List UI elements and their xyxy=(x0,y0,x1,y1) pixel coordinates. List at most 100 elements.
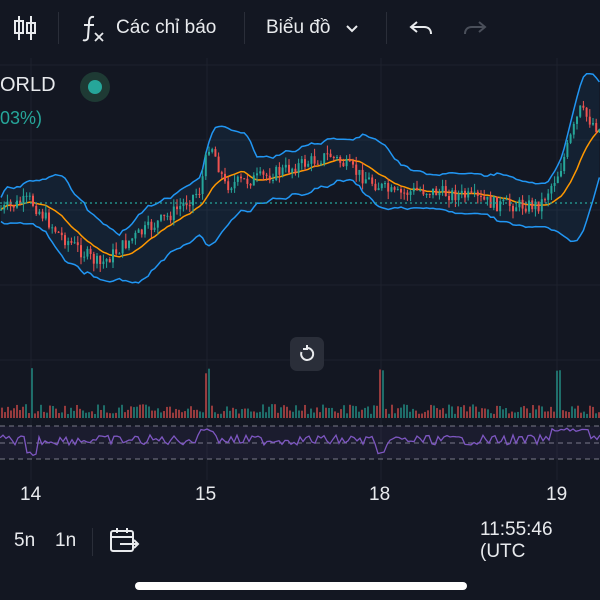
volume-bar xyxy=(112,413,114,418)
volume-bar xyxy=(73,410,75,418)
price-chart[interactable] xyxy=(0,58,600,508)
candle-body xyxy=(512,205,514,212)
volume-bar xyxy=(568,412,570,418)
candle-body xyxy=(12,205,15,208)
volume-bar xyxy=(136,406,138,418)
toolbar-divider xyxy=(92,528,93,556)
clock-display[interactable]: 11:55:46 (UTC xyxy=(480,519,553,562)
reset-chart-button[interactable] xyxy=(290,337,324,371)
candle-body xyxy=(460,190,463,194)
volume-bar xyxy=(385,408,387,418)
volume-bar xyxy=(199,411,201,418)
candle-body xyxy=(348,159,351,162)
toolbar-divider xyxy=(386,12,387,44)
volume-bar xyxy=(37,411,39,418)
home-indicator[interactable] xyxy=(135,582,467,590)
candle-body xyxy=(156,220,159,228)
volume-bar xyxy=(328,407,330,418)
candle-body xyxy=(188,205,191,207)
toolbar-divider xyxy=(58,12,59,44)
candle-body xyxy=(409,191,412,195)
candle-body xyxy=(326,153,329,155)
go-to-date-button[interactable] xyxy=(108,512,140,570)
candle-body xyxy=(307,163,310,167)
candle-body xyxy=(352,161,354,165)
candle-body xyxy=(595,123,598,132)
candle-body xyxy=(105,259,108,262)
market-status-indicator xyxy=(80,72,110,102)
volume-bar xyxy=(292,411,294,418)
candle-body xyxy=(336,156,338,158)
candle-body xyxy=(204,154,207,177)
candle-body xyxy=(246,178,249,184)
volume-bar xyxy=(13,408,15,418)
candle-body xyxy=(320,163,322,165)
volume-bar xyxy=(517,411,519,418)
candle-body xyxy=(364,179,367,184)
candle-body xyxy=(473,191,476,193)
volume-bar xyxy=(97,404,99,418)
candle-body xyxy=(243,178,246,180)
volume-bar xyxy=(58,413,60,418)
candle-body xyxy=(25,195,28,197)
symbol-name: ORLD xyxy=(0,74,56,96)
volume-bar xyxy=(28,413,30,418)
volume-bar xyxy=(85,412,87,418)
candle-body xyxy=(345,159,348,167)
candle-body xyxy=(80,245,82,258)
x-axis-label: 14 xyxy=(20,484,42,505)
volume-bar xyxy=(232,407,234,418)
candle-body xyxy=(262,171,265,175)
redo-button[interactable] xyxy=(462,0,488,56)
volume-bar xyxy=(415,410,417,418)
volume-bar xyxy=(160,412,162,418)
interval-1-button[interactable]: 1n xyxy=(55,530,77,551)
volume-bar xyxy=(469,406,471,418)
volume-bar xyxy=(559,370,561,418)
volume-bar xyxy=(571,406,573,418)
indicators-button[interactable]: Các chỉ báo xyxy=(80,0,216,56)
candle-body xyxy=(489,196,492,208)
interval-5-button[interactable]: 5n xyxy=(14,530,36,551)
bollinger-upper-line xyxy=(0,72,600,237)
volume-bar xyxy=(364,407,366,418)
volume-bar xyxy=(10,410,12,418)
volume-bar xyxy=(289,410,291,418)
candle-body xyxy=(467,191,470,198)
volume-bar xyxy=(313,412,315,418)
volume-bar xyxy=(577,405,579,418)
chart-grid xyxy=(0,58,600,480)
undo-button[interactable] xyxy=(408,0,434,56)
candle-body xyxy=(313,156,316,164)
candle-body xyxy=(112,249,114,263)
volume-bar xyxy=(268,406,270,418)
volume-bar xyxy=(325,407,327,418)
candle-body xyxy=(332,156,335,158)
chart-pane[interactable] xyxy=(0,58,600,508)
volume-bar xyxy=(406,404,408,418)
candle-body xyxy=(524,208,527,212)
volume-bar xyxy=(211,405,213,418)
redo-icon xyxy=(464,21,487,35)
candle-body xyxy=(297,163,300,173)
candle-body xyxy=(137,229,140,233)
volume-bar xyxy=(505,408,507,418)
volume-bar xyxy=(526,408,528,418)
chart-type-dropdown[interactable]: Biểu đồ xyxy=(266,0,362,56)
candle-body xyxy=(393,187,396,190)
candle-body xyxy=(121,240,124,254)
volume-bar xyxy=(451,406,453,418)
candle-body xyxy=(16,200,18,208)
volume-bar xyxy=(529,412,531,418)
chart-style-button[interactable] xyxy=(12,0,38,56)
candle-body xyxy=(259,171,262,174)
volume-bar xyxy=(511,411,513,418)
volume-bar xyxy=(277,412,279,418)
candle-body xyxy=(256,173,258,176)
candle-body xyxy=(483,196,486,200)
volume-bar xyxy=(256,412,258,418)
volume-bar xyxy=(217,413,219,418)
candle-body xyxy=(390,187,393,192)
volume-bar xyxy=(322,404,324,418)
candle-body xyxy=(425,194,428,196)
